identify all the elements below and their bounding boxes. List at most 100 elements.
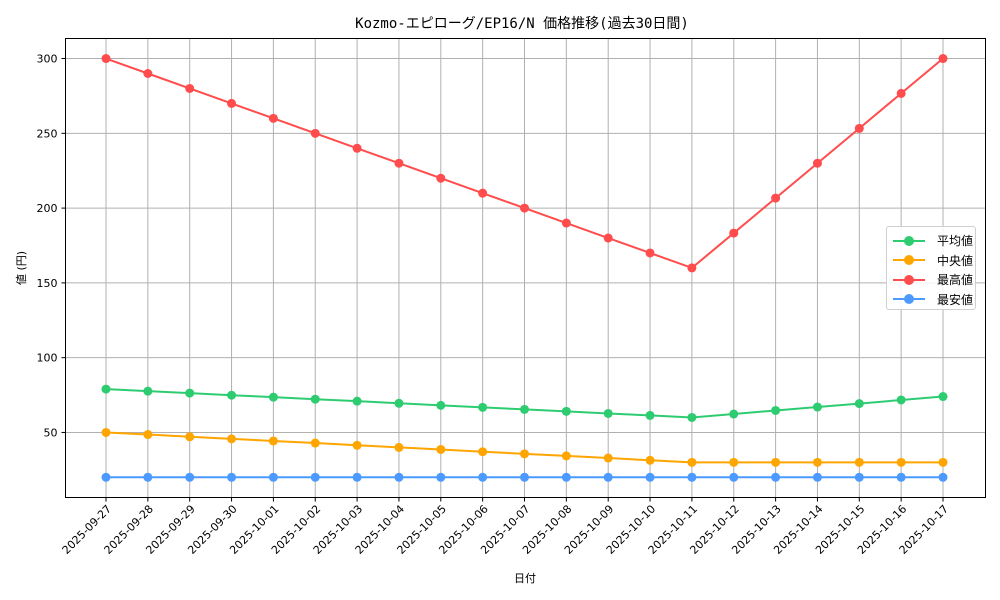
data-point [938,472,948,482]
legend-label: 中央値 [937,253,974,268]
data-point [394,398,404,408]
data-point [185,472,195,482]
data-point [603,453,613,463]
data-point [687,457,697,467]
data-point [310,128,320,138]
data-point [352,143,362,153]
data-point [478,472,488,482]
data-point [561,451,571,461]
data-point [310,394,320,404]
data-point [896,88,906,98]
legend-marker-icon [893,294,925,305]
y-tick-label: 150 [37,277,58,290]
data-point [436,472,446,482]
data-point [603,472,613,482]
data-point [687,263,697,273]
data-point [520,472,529,482]
legend-item: 最安値 [887,290,975,310]
data-point [478,188,488,198]
data-point [227,98,237,108]
data-point [812,472,822,482]
data-point [185,388,195,398]
data-point [771,193,781,203]
series-2 [101,54,948,273]
data-point [185,432,195,442]
data-point [896,457,906,467]
data-point [812,402,822,412]
data-point [812,457,822,467]
series-0 [101,384,948,422]
data-point [436,400,446,410]
data-point [561,472,571,482]
data-point [687,472,697,482]
data-point [310,438,320,448]
legend-label: 最安値 [937,292,974,307]
data-point [101,472,111,482]
data-point [561,218,571,228]
data-point [352,440,362,450]
data-point [729,409,739,419]
data-point [352,396,362,406]
data-point [143,472,153,482]
data-point [227,472,237,482]
data-point [101,384,111,394]
data-point [771,472,781,482]
data-point [436,173,446,183]
data-point [227,390,237,400]
data-point [143,68,153,78]
data-point [352,472,362,482]
data-point [268,472,278,482]
x-axis-ticks: 2025-09-272025-09-282025-09-292025-09-30… [60,497,951,557]
data-point [185,83,195,93]
data-point [687,412,697,422]
chart-legend: 平均値中央値最高値最安値 [886,226,976,310]
y-axis-label: 値 (円) [15,251,28,285]
data-point [310,472,320,482]
data-point [896,472,906,482]
legend-item: 中央値 [887,251,975,271]
data-point [729,228,739,238]
legend-marker-icon [893,235,925,246]
data-point [227,434,237,444]
data-point [729,472,739,482]
data-point [645,472,655,482]
legend-marker-icon [893,255,925,266]
data-point [938,457,948,467]
legend-item: 最高値 [887,270,975,290]
y-tick-label: 100 [37,352,58,365]
data-point [478,402,488,412]
data-point [938,392,948,402]
series-1 [101,427,948,467]
data-point [561,406,571,416]
legend-label: 平均値 [937,234,974,249]
data-point [854,457,864,467]
data-point [854,123,864,133]
data-point [520,404,529,414]
y-tick-label: 50 [44,426,58,439]
data-point [771,457,781,467]
data-point [143,430,153,440]
data-point [645,455,655,465]
plot-area-frame [65,38,986,498]
y-tick-label: 250 [37,127,58,140]
data-point [854,399,864,409]
data-point [896,395,906,405]
data-point [645,248,655,258]
series-lines [101,54,948,482]
data-point [520,203,529,213]
data-point [143,386,153,396]
x-axis-label: 日付 [514,572,536,585]
data-point [394,442,404,452]
data-point [268,392,278,402]
legend-label: 最高値 [937,273,974,288]
chart-title: Kozmo-エピローグ/EP16/N 価格推移(過去30日間) [355,16,689,32]
data-point [812,158,822,168]
legend-item: 平均値 [887,231,975,251]
y-axis-ticks: 50 100 150 200 250 300 [37,53,66,439]
data-point [478,447,488,457]
data-point [394,472,404,482]
data-point [101,427,111,437]
data-point [394,158,404,168]
data-point [645,410,655,420]
